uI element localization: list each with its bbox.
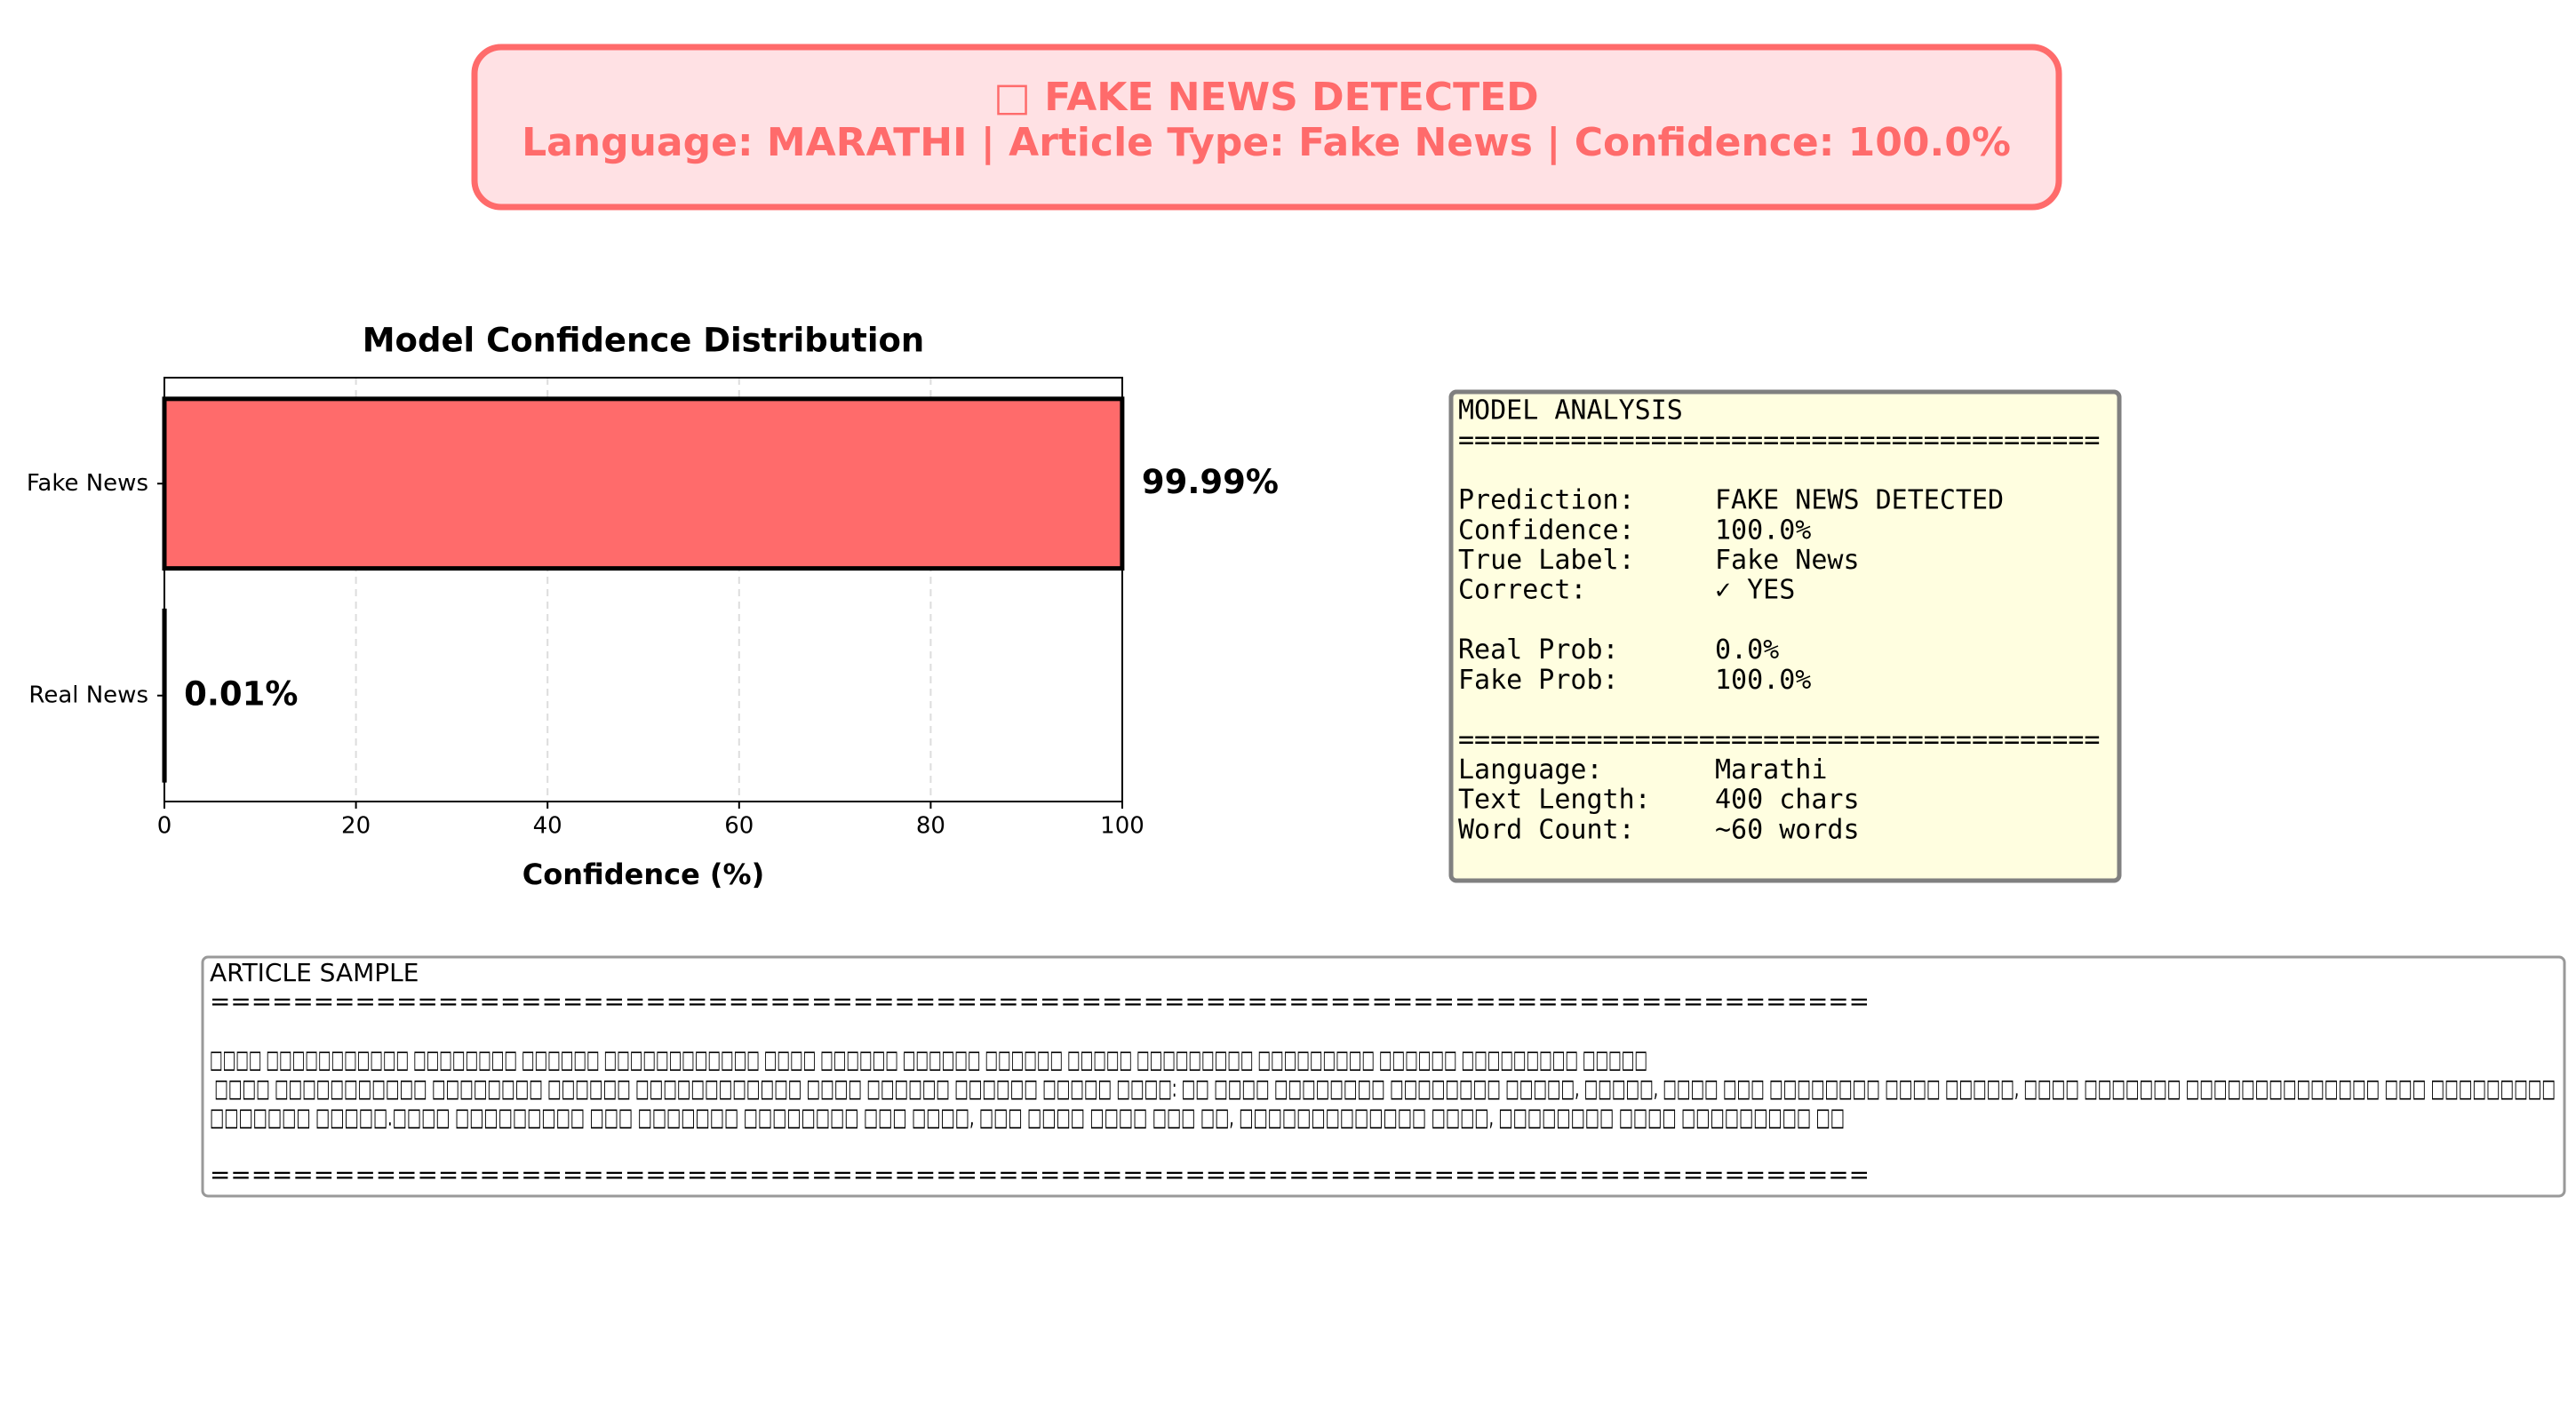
article-line: ARTICLE SAMPLE: [210, 958, 419, 987]
x-tick-label: 80: [916, 813, 945, 840]
x-tick-label: 0: [157, 813, 172, 840]
plot-frame: [163, 377, 1123, 802]
value-label: 0.01%: [184, 674, 298, 713]
value-label: 99.99%: [1142, 463, 1279, 501]
banner-title: □ FAKE NEWS DETECTED: [993, 75, 1538, 120]
x-tick-label: 40: [533, 813, 562, 840]
article-line: □□□□ □□□□□□□□□□□ □□□□□□□□ □□□□□□ □□□□□□□…: [210, 1045, 1647, 1074]
analysis-line: Confidence: 100.0%: [1458, 515, 1811, 546]
article-line: ========================================…: [210, 1161, 1870, 1190]
x-tick-label: 20: [341, 813, 371, 840]
x-tick-label: 60: [724, 813, 754, 840]
analysis-line: Fake Prob: 100.0%: [1458, 665, 1811, 696]
analysis-box: [1448, 389, 2122, 883]
analysis-line: Language: Marathi: [1458, 754, 1827, 786]
y-tick-label: Real News: [28, 682, 148, 708]
analysis-line: True Label: Fake News: [1458, 545, 1860, 576]
banner: [471, 44, 2062, 211]
analysis-line: Word Count: ~60 words: [1458, 814, 1860, 845]
analysis-line: Prediction: FAKE NEWS DETECTED: [1458, 485, 2004, 516]
bar: [162, 396, 1125, 571]
analysis-line: Correct: ✓ YES: [1458, 575, 1795, 606]
y-tick-label: Fake News: [27, 470, 148, 497]
chart-title: Model Confidence Distribution: [363, 322, 925, 360]
analysis-line: ========================================: [1458, 724, 2100, 755]
article-box: [201, 955, 2566, 1198]
x-axis-label: Confidence (%): [522, 858, 764, 891]
analysis-line: ========================================: [1458, 425, 2100, 456]
analysis-line: Text Length: 400 chars: [1458, 785, 1860, 816]
article-line: ========================================…: [210, 987, 1870, 1017]
banner-subtitle: Language: MARATHI | Article Type: Fake N…: [522, 120, 2011, 165]
analysis-line: Real Prob: 0.0%: [1458, 634, 1779, 666]
analysis-line: MODEL ANALYSIS: [1458, 395, 1683, 427]
article-line: □□□□□□□ □□□□□.□□□□ □□□□□□□□□ □□□ □□□□□□□…: [210, 1103, 1845, 1132]
article-line: □□□□ □□□□□□□□□□□ □□□□□□□□ □□□□□□ □□□□□□□…: [210, 1073, 2556, 1103]
x-tick-label: 100: [1100, 813, 1144, 840]
